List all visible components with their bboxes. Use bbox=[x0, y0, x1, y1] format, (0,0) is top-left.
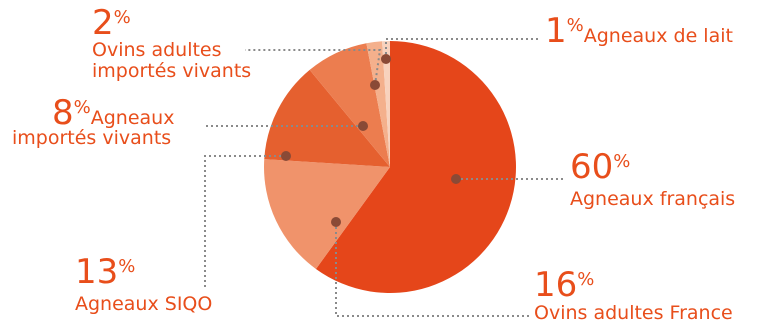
pct-ovins-importes: 2% bbox=[92, 3, 131, 43]
dot-ovins-importes bbox=[370, 80, 380, 90]
pie-slice-siqo bbox=[264, 69, 390, 167]
name-agneaux-importes-line2: importés vivants bbox=[12, 127, 172, 149]
pie-slice-agneaux-importes bbox=[309, 43, 390, 168]
dot-agneaux-importes bbox=[358, 121, 368, 131]
name-agneaux-importes-line1: Agneaux bbox=[90, 107, 175, 129]
leader-ovins-importes bbox=[245, 49, 382, 86]
pct-siqo: 13% bbox=[75, 252, 136, 292]
pct-agneaux-importes: 8% bbox=[52, 93, 91, 133]
leader-lait bbox=[385, 38, 540, 59]
pie-slice-ovins-france bbox=[264, 159, 390, 269]
dot-ovins-france bbox=[331, 217, 341, 227]
leader-dots bbox=[281, 54, 461, 227]
label-siqo: 13% Agneaux SIQO bbox=[75, 255, 212, 314]
name-ovins-importes-line1: Ovins adultes bbox=[92, 39, 222, 61]
label-agneaux-importes: 8%Agneaux bbox=[52, 96, 174, 130]
pie-slice-ovins-importes bbox=[366, 41, 390, 167]
name-lait: Agneaux de lait bbox=[583, 25, 733, 47]
dot-francais bbox=[451, 174, 461, 184]
pct-lait: 1% bbox=[545, 11, 584, 51]
leader-siqo bbox=[204, 155, 286, 290]
pie-slice-francais bbox=[315, 41, 516, 293]
label-ovins-importes: 2% Ovins adultes importés vivants bbox=[92, 6, 251, 82]
name-ovins-france: Ovins adultes France bbox=[534, 302, 733, 324]
leader-lines bbox=[203, 38, 565, 317]
pct-ovins-france: 16% bbox=[534, 265, 595, 305]
label-lait: 1%Agneaux de lait bbox=[545, 14, 733, 48]
label-francais: 60% Agneaux français bbox=[570, 150, 735, 209]
name-siqo: Agneaux SIQO bbox=[75, 293, 213, 315]
name-ovins-importes-line2: importés vivants bbox=[92, 60, 252, 82]
pct-francais: 60% bbox=[570, 147, 631, 187]
name-francais: Agneaux français bbox=[570, 188, 736, 210]
dot-siqo bbox=[281, 151, 291, 161]
dot-lait bbox=[381, 54, 391, 64]
leader-ovins-france bbox=[335, 222, 530, 317]
pie-slice-lait bbox=[382, 41, 390, 167]
label-ovins-france: 16% Ovins adultes France bbox=[534, 268, 733, 323]
pie-slices bbox=[264, 41, 516, 293]
